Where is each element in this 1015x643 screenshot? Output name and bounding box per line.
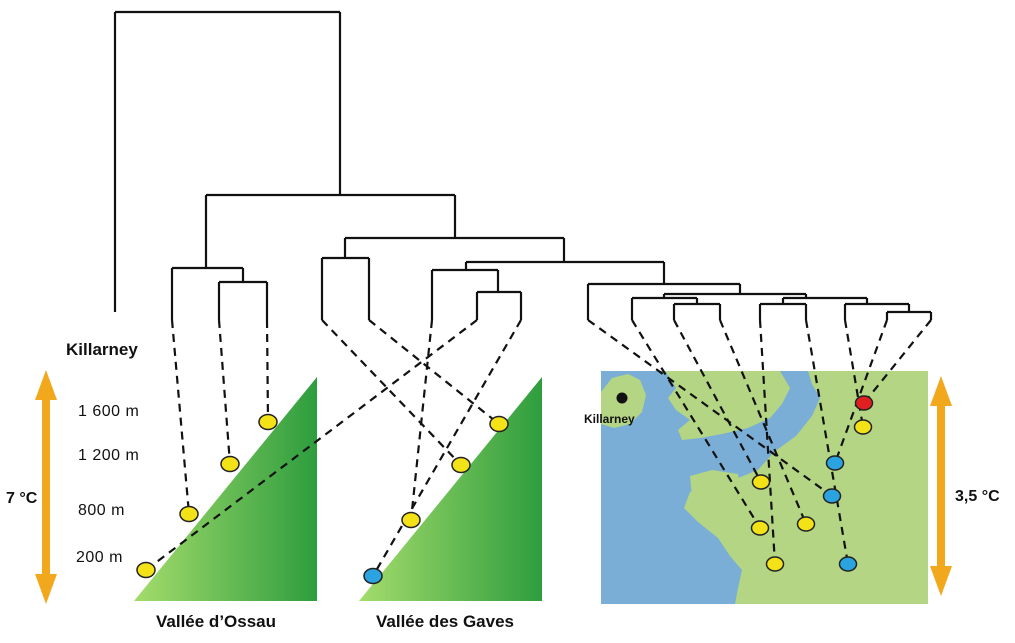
map-dot-north: [853, 419, 873, 435]
temperature-label-right: 3,5 °C: [955, 488, 1000, 505]
map-dot-west: [751, 474, 771, 490]
gaves-dot-200: [363, 567, 383, 585]
elevation-label-1600: 1 600 m: [78, 403, 140, 420]
killarney-tree-label: Killarney: [66, 340, 138, 359]
left-temperature-arrow: [35, 370, 57, 604]
map-dot-center-1: [750, 520, 770, 536]
gaves-dot-1600: [489, 415, 509, 433]
gaves-dot-800: [401, 511, 421, 529]
map-dot-south: [765, 556, 785, 572]
dashed-connectors: [145, 319, 932, 577]
ossau-slope-triangle: [134, 377, 317, 601]
sample-dots: [136, 395, 874, 585]
dendrogram: [113, 10, 933, 320]
killarney-map-label: Killarney: [584, 412, 635, 426]
map-dot-blue-2: [822, 488, 842, 504]
elevation-label-200: 200 m: [76, 549, 123, 566]
map-dot-blue-1: [825, 455, 845, 471]
map-dot-blue-3: [838, 556, 858, 572]
gaves-dot-1200: [451, 456, 471, 474]
map-dot-center-2: [796, 516, 816, 532]
elevation-label-1200: 1 200 m: [78, 447, 140, 464]
gaves-slope-triangle: [359, 377, 542, 601]
right-temperature-arrow: [930, 376, 952, 596]
valley-ossau-label: Vallée d’Ossau: [156, 612, 277, 631]
ossau-dot-800: [179, 505, 199, 523]
elevation-label-800: 800 m: [78, 502, 125, 519]
killarney-marker: [616, 392, 628, 404]
ossau-dot-1200: [220, 455, 240, 473]
map-dot-red: [854, 395, 874, 411]
great-britain-land: [665, 371, 790, 440]
valley-gaves-label: Vallée des Gaves: [376, 612, 514, 631]
ossau-dot-1600: [258, 413, 278, 431]
ossau-dot-200: [136, 561, 156, 579]
temperature-label-left: 7 °C: [6, 490, 38, 507]
